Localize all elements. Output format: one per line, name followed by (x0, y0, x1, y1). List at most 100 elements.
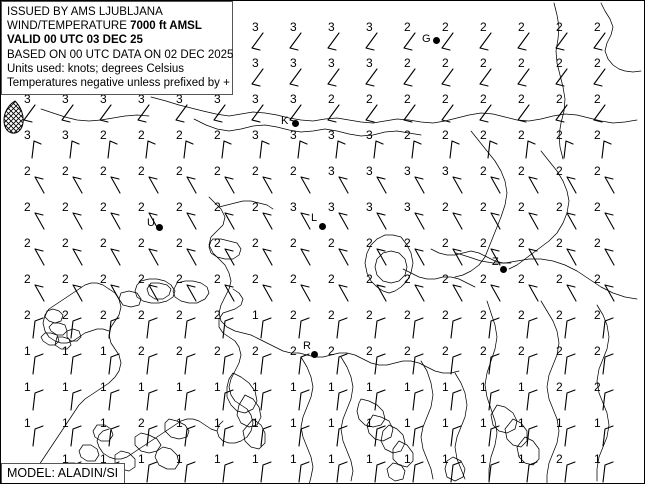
temperature-value: 2 (176, 272, 183, 286)
temperature-value: 2 (594, 236, 601, 250)
wind-barb (602, 317, 614, 339)
wind-barb (488, 425, 500, 447)
bottom-detail-2 (386, 462, 406, 482)
temperature-value: 2 (556, 164, 563, 178)
wind-barb (298, 461, 310, 483)
temperature-value: 3 (366, 20, 373, 34)
temperature-value: 1 (24, 380, 31, 394)
city-dot-icon (500, 266, 507, 273)
temperature-value: 3 (252, 128, 259, 142)
temperature-value: 1 (176, 416, 183, 430)
wind-barb (604, 284, 615, 302)
temperature-value: 1 (62, 380, 69, 394)
wind-barb (186, 212, 197, 230)
wind-barb (32, 389, 44, 411)
temperature-value: 1 (518, 416, 525, 430)
danube-river (484, 300, 498, 482)
temperature-value: 3 (252, 56, 259, 70)
wind-barb (479, 104, 492, 123)
temperature-value: 3 (328, 128, 335, 142)
temperature-value: 2 (100, 308, 107, 322)
wind-barb (412, 425, 424, 447)
temperature-value: 3 (24, 92, 31, 106)
wind-barb (450, 317, 462, 339)
wind-barb (517, 104, 530, 123)
wind-barb (70, 425, 82, 447)
sava-river-east (455, 252, 638, 300)
northeast-border-spur (600, 2, 642, 73)
wind-barb (517, 68, 530, 87)
temperature-value: 2 (366, 272, 373, 286)
island-krk (164, 418, 190, 440)
temperature-value: 3 (138, 92, 145, 106)
wind-barb (300, 248, 311, 266)
wind-barb (184, 461, 196, 483)
wind-barb (412, 461, 424, 483)
temperature-value: 1 (252, 380, 259, 394)
wind-barb (260, 353, 272, 375)
island-rab (154, 446, 180, 470)
karawanken-border (193, 118, 422, 137)
drava-river (508, 150, 570, 270)
wind-barb (528, 248, 539, 266)
wind-barb (70, 389, 82, 411)
wind-barb (175, 104, 188, 123)
wind-barb (184, 317, 196, 339)
temperature-value: 2 (138, 164, 145, 178)
dalmatia-ridge-cluster (226, 372, 258, 414)
coastal-lagoon (118, 290, 142, 308)
temperature-value: 2 (138, 344, 145, 358)
units-line: Units used: knots; degrees Celsius (7, 62, 185, 75)
temperature-value: 2 (100, 272, 107, 286)
temperature-value: 2 (214, 308, 221, 322)
temperature-value: 2 (138, 236, 145, 250)
po-valley-lake (172, 280, 210, 304)
wind-barb (327, 68, 340, 87)
italian-coast (30, 288, 122, 478)
temperature-value: 1 (594, 416, 601, 430)
wind-barb (251, 104, 264, 123)
temperature-value: 2 (176, 164, 183, 178)
level-label: 7000 ft AMSL (130, 20, 202, 33)
temperature-value: 2 (594, 344, 601, 358)
wind-barb (110, 284, 121, 302)
wind-barb (336, 353, 348, 375)
inland-lake (364, 234, 414, 294)
temperature-value: 2 (480, 20, 487, 34)
wind-barb (338, 176, 349, 194)
wind-barb (146, 353, 158, 375)
temperature-value: 1 (214, 380, 221, 394)
wind-barb (34, 284, 45, 302)
wind-barb (604, 212, 615, 230)
temperature-value: 2 (480, 200, 487, 214)
wind-barb (526, 425, 538, 447)
wind-barb (289, 32, 302, 51)
temperature-value: 2 (62, 200, 69, 214)
temperature-value: 2 (404, 236, 411, 250)
temperature-value: 1 (442, 416, 449, 430)
wind-barb (564, 353, 576, 375)
wind-barb (110, 176, 121, 194)
temperature-value: 1 (252, 308, 259, 322)
wind-barb (221, 140, 232, 159)
wind-barb (260, 461, 272, 483)
hatched-teardrop-icon (3, 100, 24, 134)
wind-barb (604, 248, 615, 266)
wind-barb (414, 176, 425, 194)
wind-barb (260, 317, 272, 339)
temperature-value: 2 (442, 20, 449, 34)
wind-barb (441, 32, 454, 51)
wind-barb (222, 353, 234, 375)
temperature-value: 2 (24, 236, 31, 250)
wind-barb (110, 248, 121, 266)
venetian-lagoon-coast (42, 282, 110, 344)
temperature-value: 3 (214, 92, 221, 106)
lake-bottom-right-3 (516, 436, 540, 466)
coastline-and-borders (30, 2, 642, 483)
temperature-value: 2 (24, 308, 31, 322)
temperature-value: 1 (100, 452, 107, 466)
temperature-value: 2 (480, 56, 487, 70)
wind-barb (146, 389, 158, 411)
temperature-value: 2 (556, 308, 563, 322)
temperature-value: 1 (518, 452, 525, 466)
